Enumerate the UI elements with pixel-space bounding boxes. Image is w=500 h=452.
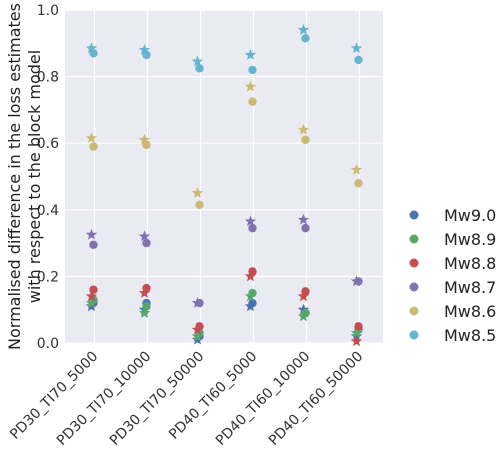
circle-point-mw8-9 [248,288,257,298]
legend-marker [409,234,419,244]
legend-marker [409,282,419,292]
star-point-mw8-6 [350,163,363,175]
y-tick-label: 0.8 [37,70,59,86]
legend-label: Mw8.8 [444,254,496,273]
star-point-mw8-9 [138,307,151,318]
legend-marker [409,258,419,268]
circle-point-mw8-6 [248,97,257,106]
star-point-mw8-8 [244,270,257,282]
star-point-mw8-5 [85,42,98,54]
star-point-mw8-6 [191,187,204,198]
x-tick-label: PD30_TI70_10000 [54,349,154,449]
y-tick-label: 0.2 [37,269,59,285]
circle-point-mw8-7 [354,277,363,286]
legend: Mw9.0 Mw8.9 Mw8.8 Mw8.7 Mw8.6 Mw8.5 [409,206,496,345]
star-point-mw9-0 [297,303,310,315]
circle-point-mw8-8 [89,285,98,294]
circle-point-mw8-9 [142,302,151,311]
legend-label: Mw8.7 [444,278,496,297]
star-point-mw8-8 [297,290,310,302]
circle-point-mw8-7 [89,240,98,249]
x-axis-ticks: PD30_TI70_5000PD30_TI70_10000PD30_TI70_5… [7,349,366,449]
star-point-mw8-5 [244,48,257,60]
circle-point-mw8-5 [142,50,151,60]
data-marks [85,23,363,347]
x-tick-label: PD40_TI60_5000 [166,349,260,443]
x-tick-label: PD40_TI60_10000 [213,349,313,449]
legend-label: Mw8.9 [444,230,496,249]
star-point-mw8-8 [85,290,98,302]
circle-point-mw8-6 [89,142,98,151]
circle-point-mw8-7 [248,223,257,233]
legend-label: Mw8.6 [444,302,496,321]
star-point-mw8-5 [297,23,310,35]
star-point-mw8-5 [350,42,363,54]
star-point-mw8-5 [138,43,151,55]
star-point-mw8-6 [244,80,257,92]
star-point-mw8-8 [350,335,363,347]
circle-point-mw8-6 [142,140,151,150]
x-tick-label: PD30_TI70_50000 [107,349,207,449]
y-tick-label: 0.6 [37,136,59,152]
circle-point-mw8-9 [301,308,310,318]
star-point-mw8-7 [138,230,151,242]
circle-point-mw8-6 [354,178,363,188]
star-point-mw8-7 [85,228,98,240]
circle-point-mw8-8 [301,287,310,296]
star-point-mw8-5 [191,55,204,67]
circle-point-mw8-8 [142,283,151,293]
circle-point-mw8-6 [301,135,310,145]
legend-label: Mw9.0 [444,206,496,225]
circle-point-mw8-8 [195,322,204,331]
legend-label: Mw8.5 [444,326,496,345]
plot-area [65,10,383,343]
circle-point-mw8-5 [89,49,98,58]
circle-point-mw8-5 [354,55,363,65]
y-tick-label: 0.4 [37,203,59,219]
circle-point-mw8-7 [301,223,310,233]
x-tick-label: PD40_TI60_50000 [266,349,366,449]
star-point-mw8-7 [297,213,310,225]
star-point-mw8-7 [244,215,257,227]
y-tick-label: 1.0 [37,3,59,19]
star-point-mw8-8 [138,287,151,298]
y-axis-label-line-2: with respect to the block model [25,50,44,303]
circle-point-mw8-5 [301,34,310,43]
circle-point-mw9-0 [248,298,257,308]
star-point-mw8-6 [297,123,310,135]
circle-point-mw8-5 [195,64,204,73]
legend-marker [409,330,419,340]
y-axis-label-line-1: Normalised difference in the loss estima… [5,3,24,350]
star-point-mw8-6 [85,132,98,144]
circle-point-mw8-8 [248,267,257,276]
legend-marker [409,306,419,316]
circle-point-mw8-6 [195,200,204,210]
x-tick-label: PD30_TI70_5000 [7,349,101,443]
circle-point-mw8-8 [354,322,363,331]
legend-marker [409,210,419,220]
circle-point-mw8-5 [248,65,257,75]
circle-point-mw8-7 [195,298,204,308]
grid-lines [65,9,383,344]
y-tick-label: 0.0 [37,336,59,352]
star-point-mw8-6 [138,133,151,145]
circle-point-mw8-7 [142,238,151,248]
y-axis-ticks: 0.0 0.2 0.4 0.6 0.8 1.0 [37,3,59,352]
